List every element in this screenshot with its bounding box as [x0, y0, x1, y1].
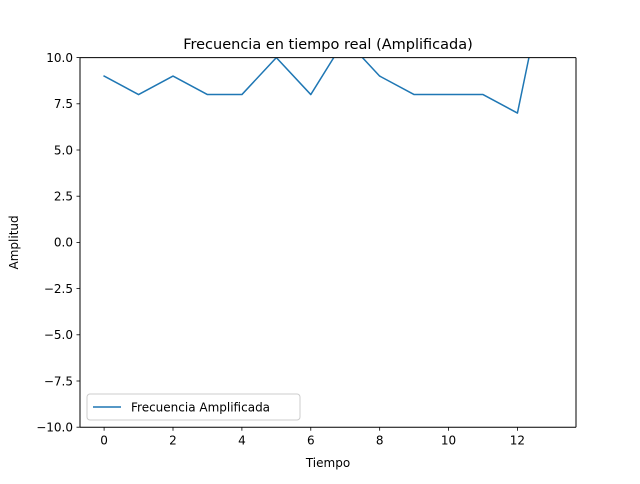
chart-title: Frecuencia en tiempo real (Amplificada) [183, 37, 473, 53]
y-tick-label: 10.0 [46, 51, 73, 65]
x-tick-label: 2 [169, 434, 177, 448]
y-tick-label: 2.5 [54, 190, 73, 204]
x-tick-label: 10 [441, 434, 456, 448]
x-tick-label: 6 [307, 434, 315, 448]
y-axis-label: Amplitud [7, 215, 21, 269]
legend-frame [86, 393, 301, 421]
y-tick-label: 0.0 [54, 236, 73, 250]
series-layer [103, 57, 530, 114]
series-line [103, 57, 530, 114]
legend: Frecuencia Amplificada [86, 393, 301, 421]
x-tick-label: 0 [100, 434, 108, 448]
x-tick-label: 4 [238, 434, 246, 448]
y-tick-label: 5.0 [54, 143, 73, 157]
y-tick-label: −2.5 [44, 282, 73, 296]
x-axis-label: Tiempo [305, 456, 350, 470]
y-axis-ticks: −10.0 −7.5 −5.0 −2.5 0.0 2.5 5.0 7.5 10.0 [36, 51, 80, 435]
x-axis-ticks: 0 2 4 6 8 10 12 [100, 427, 525, 448]
y-tick-label: −5.0 [44, 328, 73, 342]
y-tick-label: −7.5 [44, 374, 73, 388]
y-tick-label: 7.5 [54, 97, 73, 111]
legend-label: Frecuencia Amplificada [131, 401, 270, 415]
x-tick-label: 12 [510, 434, 525, 448]
plot-area-background [80, 57, 576, 428]
y-tick-label: −10.0 [36, 421, 73, 435]
x-tick-label: 8 [376, 434, 384, 448]
